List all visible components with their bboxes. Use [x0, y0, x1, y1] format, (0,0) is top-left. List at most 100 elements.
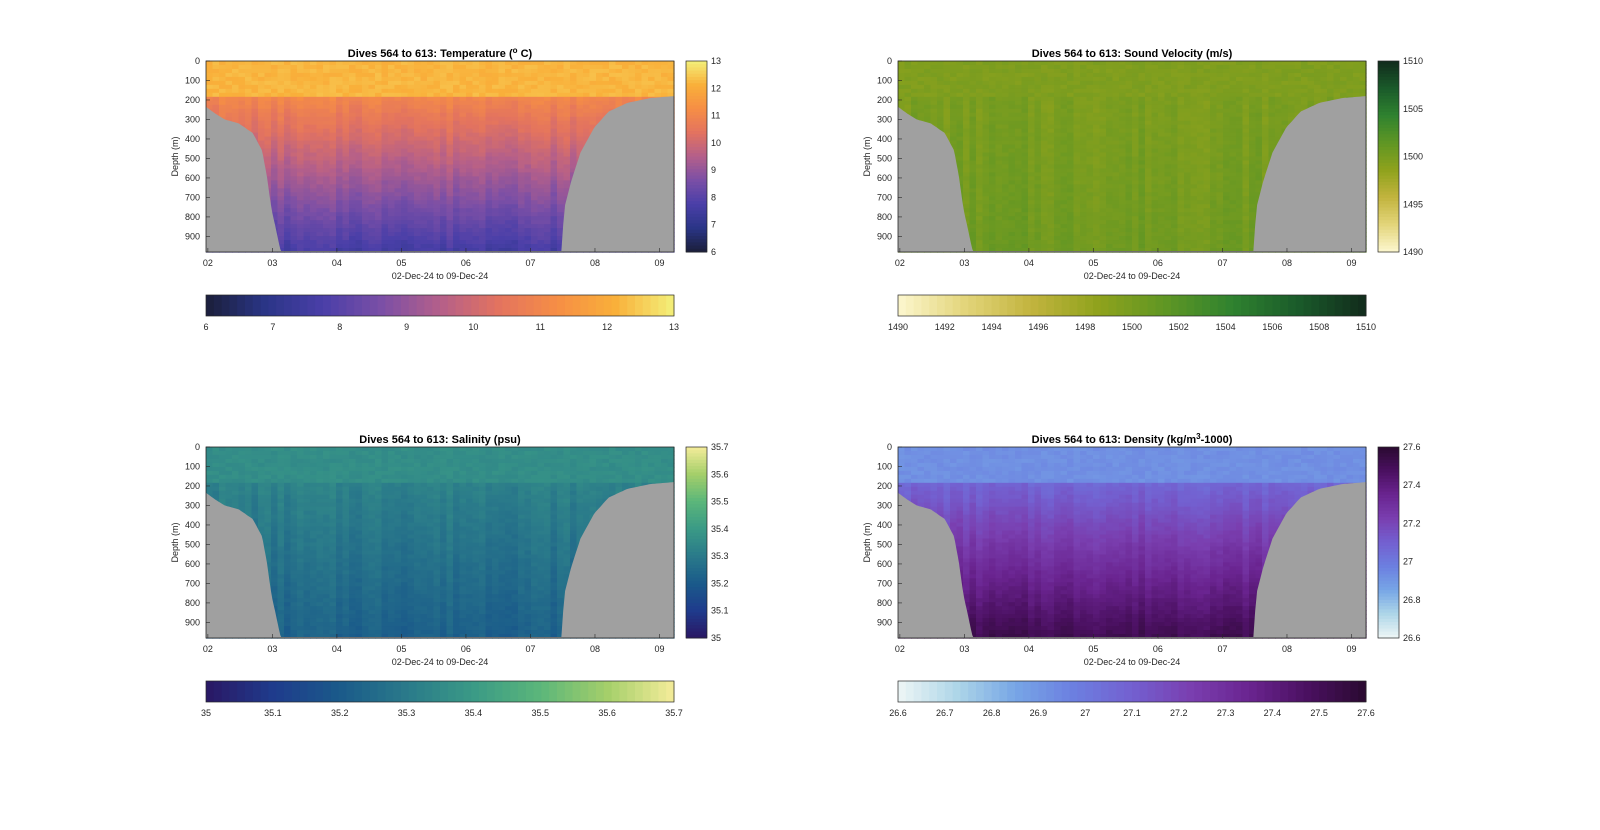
heatmap-cell: [368, 144, 376, 150]
heatmap-cell: [349, 156, 357, 162]
heatmap-cell: [453, 164, 461, 170]
heatmap-cell: [349, 136, 357, 142]
heatmap-cell: [511, 148, 519, 154]
heatmap-cell: [459, 108, 467, 114]
heatmap-cell: [505, 248, 513, 253]
heatmap-cell: [342, 61, 350, 66]
colorbar-segment: [686, 67, 707, 72]
heatmap-cell: [1073, 61, 1081, 66]
heatmap-cell: [206, 72, 214, 78]
heatmap-cell: [531, 136, 539, 142]
heatmap-cell: [271, 140, 279, 146]
heatmap-cell: [550, 64, 558, 70]
chart-panel-2: Dives 564 to 613: Sound Velocity (m/s)01…: [862, 48, 1423, 332]
heatmap-cell: [1067, 152, 1075, 158]
heatmap-cell: [466, 116, 474, 122]
colorbar-segment: [299, 295, 308, 316]
heatmap-cell: [911, 108, 919, 114]
heatmap-cell: [943, 61, 951, 66]
heatmap-cell: [498, 192, 506, 197]
heatmap-cell: [336, 200, 344, 205]
heatmap-cell: [375, 76, 383, 82]
heatmap-cell: [1021, 72, 1029, 78]
heatmap-cell: [303, 136, 311, 142]
heatmap-cell: [349, 76, 357, 82]
heatmap-cell: [349, 148, 357, 154]
heatmap-cell: [316, 160, 324, 166]
heatmap-cell: [963, 80, 971, 86]
heatmap-cell: [989, 200, 997, 205]
heatmap-cell: [349, 172, 357, 177]
heatmap-cell: [479, 116, 487, 122]
heatmap-cell: [433, 124, 441, 130]
heatmap-cell: [1067, 116, 1075, 122]
heatmap-cell: [466, 76, 474, 82]
heatmap-cell: [1080, 61, 1088, 66]
heatmap-cell: [459, 216, 467, 221]
heatmap-cell: [969, 164, 977, 170]
heatmap-cell: [453, 228, 461, 233]
heatmap-cell: [368, 80, 376, 86]
heatmap-cell: [537, 220, 545, 225]
heatmap-cell: [518, 220, 526, 225]
heatmap-cell: [596, 96, 604, 102]
heatmap-cell: [498, 88, 506, 94]
heatmap-cell: [989, 244, 997, 249]
heatmap-cell: [368, 216, 376, 221]
heatmap-cell: [427, 140, 435, 146]
heatmap-cell: [303, 200, 311, 205]
heatmap-cell: [271, 220, 279, 225]
heatmap-cell: [1041, 128, 1049, 134]
heatmap-cell: [976, 192, 984, 197]
heatmap-cell: [563, 96, 571, 102]
heatmap-cell: [904, 92, 912, 98]
colorbar-segment: [424, 295, 433, 316]
heatmap-cell: [375, 144, 383, 150]
heatmap-cell: [492, 208, 500, 213]
heatmap-cell: [950, 120, 958, 126]
heatmap-cell: [284, 68, 292, 74]
heatmap-cell: [277, 104, 285, 110]
heatmap-cell: [1054, 160, 1062, 166]
heatmap-cell: [1008, 184, 1016, 189]
heatmap-cell: [537, 112, 545, 118]
heatmap-cell: [459, 120, 467, 126]
heatmap-cell: [290, 172, 298, 177]
heatmap-cell: [995, 236, 1003, 241]
heatmap-cell: [368, 200, 376, 205]
heatmap-cell: [401, 132, 409, 138]
heatmap-cell: [505, 160, 513, 166]
heatmap-cell: [388, 140, 396, 146]
heatmap-cell: [976, 244, 984, 249]
heatmap-cell: [388, 92, 396, 98]
heatmap-cell: [303, 248, 311, 253]
heatmap-cell: [1073, 124, 1081, 130]
heatmap-cell: [414, 224, 422, 229]
heatmap-cell: [245, 88, 253, 94]
heatmap-cell: [316, 164, 324, 170]
heatmap-cell: [459, 240, 467, 245]
colorbar-segment: [686, 201, 707, 205]
colorbar-segment: [686, 204, 707, 208]
heatmap-cell: [329, 108, 337, 114]
heatmap-cell: [1028, 204, 1036, 209]
y-tick-label: 400: [185, 134, 200, 144]
colorbar-segment: [686, 188, 707, 193]
heatmap-cell: [950, 100, 958, 106]
heatmap-cell: [433, 148, 441, 154]
heatmap-cell: [427, 136, 435, 142]
heatmap-cell: [381, 184, 389, 189]
heatmap-cell: [511, 100, 519, 106]
heatmap-cell: [995, 72, 1003, 78]
heatmap-cell: [277, 192, 285, 197]
heatmap-cell: [225, 108, 233, 114]
heatmap-cell: [316, 232, 324, 237]
heatmap-cell: [433, 132, 441, 138]
heatmap-cell: [388, 240, 396, 245]
heatmap-cell: [362, 140, 370, 146]
heatmap-cell: [310, 232, 318, 237]
heatmap-cell: [1041, 172, 1049, 177]
heatmap-cell: [323, 168, 331, 174]
heatmap-cell: [375, 128, 383, 134]
heatmap-cell: [505, 196, 513, 201]
